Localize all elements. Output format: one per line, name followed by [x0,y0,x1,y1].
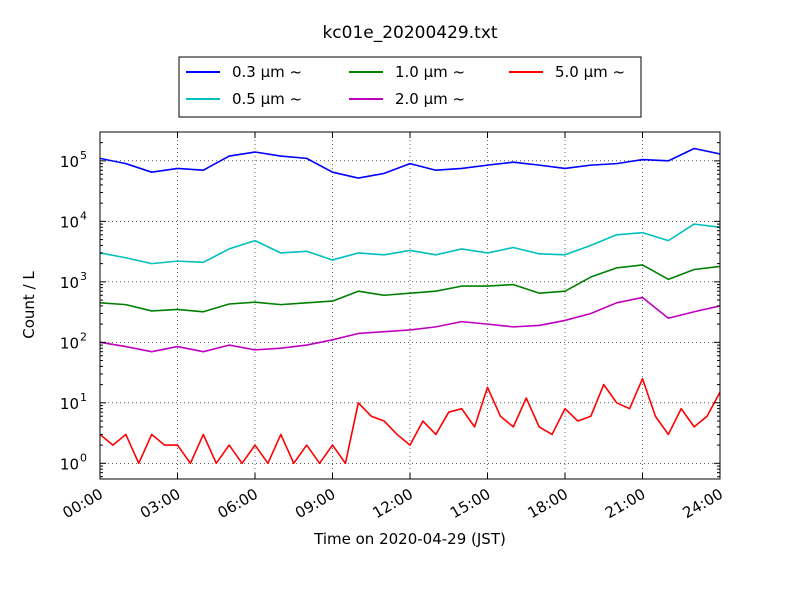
x-tick-label: 03:00 [137,485,183,522]
series-line-5 [100,377,720,465]
y-tick-label: 10 1 [60,391,87,413]
legend-item: 0.5 μm ~ [186,90,302,108]
legend-label: 0.3 μm ~ [232,63,302,81]
chart-title: kc01e_20200429.txt [322,23,497,43]
legend-item: 0.3 μm ~ [186,63,302,81]
y-tick-label: 10 4 [60,209,87,231]
y-tick-label: 10 2 [60,330,87,352]
x-axis-label: Time on 2020-04-29 (JST) [313,530,506,548]
legend-item: 5.0 μm ~ [509,63,625,81]
x-tick-label: 09:00 [292,485,338,522]
y-tick-label-base: 10 [60,395,79,413]
y-tick-label-exponent: 5 [80,149,87,162]
x-tick-label: 12:00 [370,485,416,522]
series-line-1 [100,147,720,179]
y-tick-label-base: 10 [60,274,79,292]
x-tick-label: 00:00 [60,485,106,522]
x-tick-label: 18:00 [525,485,571,522]
x-tick-label: 21:00 [602,485,648,522]
y-tick-label-exponent: 4 [80,209,87,222]
series-line-3 [100,264,720,313]
legend-label: 5.0 μm ~ [555,63,625,81]
legend-label: 1.0 μm ~ [395,63,465,81]
y-tick-label-exponent: 2 [80,330,87,343]
y-tick-label-base: 10 [60,334,79,352]
y-axis-label: Count / L [20,271,38,339]
legend-box [178,56,642,118]
y-tick-label-exponent: 3 [80,270,87,283]
legend-item: 1.0 μm ~ [349,63,465,81]
x-tick-label: 24:00 [680,485,726,522]
y-tick-label-exponent: 0 [80,451,87,464]
legend: 0.3 μm ~ 0.5 μm ~ 1.0 μm ~ 2.0 μm ~ 5.0 μm ~ [178,56,642,118]
y-tick-label-base: 10 [60,455,79,473]
y-tick-label: 10 3 [60,270,87,292]
y-tick-label: 10 0 [60,451,87,473]
y-tick-label: 10 5 [60,149,87,171]
y-tick-label-base: 10 [60,153,79,171]
legend-label: 2.0 μm ~ [395,90,465,108]
series-line-4 [100,296,720,353]
legend-item: 2.0 μm ~ [349,90,465,108]
legend-label: 0.5 μm ~ [232,90,302,108]
series-line-2 [100,223,720,265]
y-tick-label-exponent: 1 [80,391,87,404]
y-tick-label-base: 10 [60,213,79,231]
x-tick-label: 15:00 [447,485,493,522]
x-tick-label: 06:00 [215,485,261,522]
